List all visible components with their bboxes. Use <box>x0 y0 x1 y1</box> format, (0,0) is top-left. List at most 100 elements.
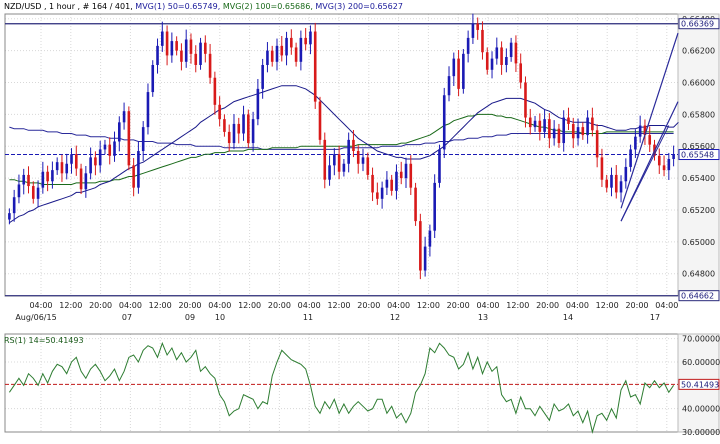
candle <box>634 129 637 159</box>
x-time-label: 04:00 <box>566 301 589 310</box>
candle-body <box>247 114 250 144</box>
candle-body <box>55 162 59 171</box>
candle <box>175 36 178 56</box>
rsi-value-tag: 50.41493 <box>681 380 719 389</box>
candle-body <box>557 128 561 144</box>
candle-body <box>571 123 575 139</box>
candle <box>79 163 83 195</box>
candle <box>22 168 26 195</box>
candle-body <box>552 128 556 139</box>
candle <box>419 213 422 280</box>
rsi-value-tag-box <box>678 378 720 390</box>
candle <box>605 174 609 193</box>
candle-body <box>208 53 212 78</box>
candle-body <box>299 37 303 62</box>
candle-body <box>22 174 26 185</box>
candle-body <box>624 166 628 182</box>
candle <box>347 132 350 173</box>
candle-body <box>528 117 532 128</box>
candle-body <box>447 76 451 96</box>
candle <box>132 158 135 197</box>
x-date-label: 09 <box>185 313 195 322</box>
candle-body <box>31 186 35 199</box>
candle-body <box>548 119 551 139</box>
x-time-label: 20:00 <box>447 301 470 310</box>
candle <box>237 117 241 144</box>
x-axis-labels: 04:00 12:00 20:00 04:00 12:00 20:00 04:00 12:00… <box>15 301 678 322</box>
candle <box>447 66 451 102</box>
candle <box>366 152 370 180</box>
current-price-tag: 0.65548 <box>681 151 714 160</box>
candle <box>352 129 355 158</box>
candle <box>524 76 527 128</box>
candle-body <box>667 158 671 171</box>
candle <box>65 153 69 180</box>
candle-body <box>60 162 64 174</box>
candle <box>36 180 40 208</box>
candle-body <box>404 163 408 179</box>
candle-body <box>485 52 489 70</box>
x-time-label: 12:00 <box>238 301 261 310</box>
candle-body <box>17 184 21 198</box>
y-tick-label: 0.65200 <box>682 206 715 215</box>
resistance-tag: 0.66369 <box>681 20 714 29</box>
candle <box>103 139 107 155</box>
candle <box>376 182 379 205</box>
candle <box>404 157 408 188</box>
ma50-line <box>9 85 679 224</box>
candle <box>31 181 35 204</box>
candle <box>17 174 21 204</box>
candle-body <box>318 101 322 140</box>
resistance-tag-box <box>678 18 720 30</box>
candle-body <box>137 151 140 188</box>
candle <box>672 145 675 167</box>
x-date-label: 12 <box>390 313 400 322</box>
candle-body <box>266 50 269 65</box>
candle <box>161 21 164 52</box>
candle-body <box>199 42 202 65</box>
candle <box>500 41 503 75</box>
candle-body <box>538 120 542 132</box>
candle <box>610 167 613 197</box>
candle-body <box>638 125 642 137</box>
candle-body <box>662 165 666 171</box>
candle-body <box>586 117 589 136</box>
candle <box>275 38 279 71</box>
candle <box>151 60 155 97</box>
candle <box>481 21 484 60</box>
candle <box>165 25 169 66</box>
candle-body <box>213 77 217 105</box>
candle <box>361 148 365 172</box>
candle <box>256 79 260 126</box>
candle <box>428 224 432 257</box>
candle <box>194 45 198 73</box>
candle-body <box>242 114 245 134</box>
candle <box>371 167 374 202</box>
candle-body <box>313 31 317 102</box>
candle-body <box>122 111 126 123</box>
candle <box>495 37 499 65</box>
candle-body <box>98 149 102 166</box>
candle-body <box>218 104 221 120</box>
candle <box>509 37 513 62</box>
x-time-label: 04:00 <box>298 301 321 310</box>
candle-body <box>509 42 513 58</box>
ma200-label: MVG(3) 200=0.65627 <box>315 2 403 11</box>
candle <box>581 122 585 140</box>
candle <box>624 158 628 189</box>
candle-body <box>471 23 475 38</box>
candle-body <box>657 155 661 166</box>
candle <box>313 22 317 109</box>
candle <box>667 152 671 181</box>
rsi-tick-label: 60.00000 <box>682 358 720 367</box>
candle-body <box>442 95 446 150</box>
candle <box>55 157 59 175</box>
candle <box>471 13 475 44</box>
candle <box>648 126 652 152</box>
candle-body <box>189 39 193 54</box>
candle-body <box>161 31 164 46</box>
candle <box>519 53 522 89</box>
candle <box>399 161 403 185</box>
x-time-label: 04:00 <box>387 301 410 310</box>
